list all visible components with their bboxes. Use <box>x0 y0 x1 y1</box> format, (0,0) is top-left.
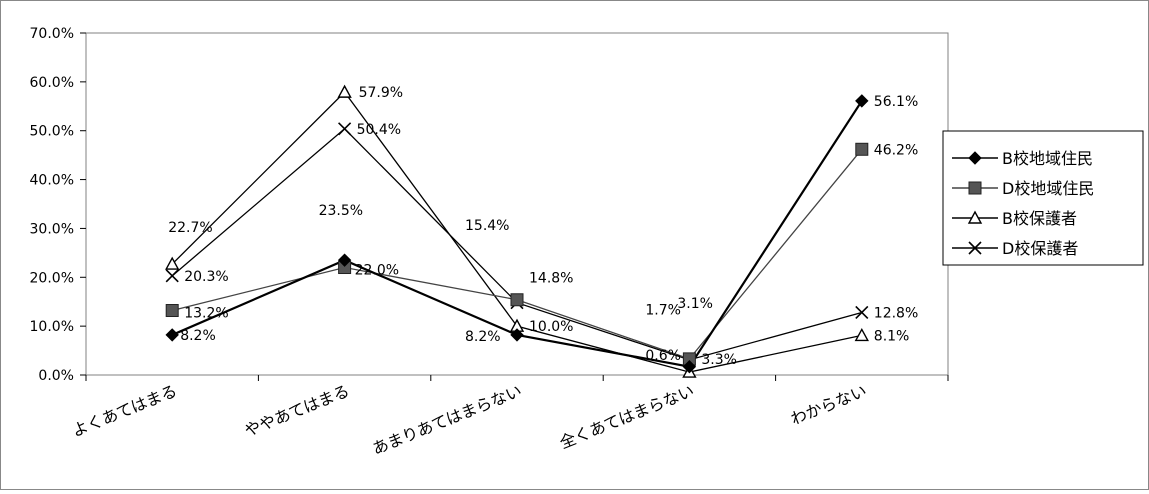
data-point <box>165 269 179 283</box>
data-label: 14.8% <box>529 271 573 287</box>
series-markers <box>165 84 869 378</box>
y-tick-label: 30.0% <box>30 221 74 237</box>
data-point <box>510 328 524 342</box>
data-label: 22.7% <box>168 220 212 236</box>
data-point <box>682 359 697 374</box>
legend-label: B校保護者 <box>1002 209 1077 228</box>
legend-marker <box>968 181 982 195</box>
data-point <box>855 94 869 108</box>
legend-marker <box>968 241 982 255</box>
data-label: 56.1% <box>874 94 918 110</box>
data-point <box>510 293 524 307</box>
y-tick-label: 60.0% <box>30 75 74 91</box>
data-labels: 8.2% 23.5% 8.2% 1.7% 56.1% 13.2% 22.0% 15.4% 3.3… <box>168 85 918 368</box>
data-label: 57.9% <box>359 85 403 101</box>
data-label: 8.2% <box>180 328 216 344</box>
data-point <box>855 305 869 320</box>
legend-label: B校地域住民 <box>1002 149 1093 168</box>
data-point <box>337 253 352 267</box>
data-point <box>165 328 179 342</box>
y-axis: 0.0% 10.0% 20.0% 30.0% 40.0% 50.0% 60.0% 70.0% <box>30 26 86 384</box>
data-label: 22.0% <box>355 263 399 279</box>
y-tick-label: 20.0% <box>30 270 74 286</box>
y-tick-label: 50.0% <box>30 124 74 140</box>
data-point <box>165 304 179 318</box>
data-label: 50.4% <box>357 122 401 138</box>
data-label: 46.2% <box>874 142 918 158</box>
y-tick-label: 70.0% <box>30 26 74 42</box>
data-label: 1.7% <box>645 303 681 319</box>
data-label: 8.2% <box>465 329 501 345</box>
data-point <box>165 256 180 270</box>
legend-label: D校地域住民 <box>1002 179 1094 198</box>
y-tick-label: 40.0% <box>30 173 74 189</box>
data-point <box>338 122 352 136</box>
data-label: 23.5% <box>319 203 363 219</box>
data-label: 0.6% <box>645 348 681 364</box>
y-tick-label: 10.0% <box>30 319 74 335</box>
data-label: 12.8% <box>874 305 918 321</box>
data-label: 13.2% <box>184 306 228 322</box>
legend-marker <box>967 210 983 224</box>
data-label: 3.3% <box>701 352 737 368</box>
data-label: 3.1% <box>677 296 713 312</box>
data-label: 10.0% <box>529 319 573 335</box>
data-point <box>854 327 869 342</box>
y-tick-label: 0.0% <box>38 368 74 384</box>
data-label: 15.4% <box>465 218 509 234</box>
legend-marker <box>968 151 982 165</box>
data-point <box>855 142 869 156</box>
data-label: 20.3% <box>184 269 228 285</box>
chart-legend: B校地域住民 D校地域住民 B校保護者 D校保護者 <box>942 130 1144 266</box>
legend-label: D校保護者 <box>1002 239 1078 258</box>
data-point <box>337 84 352 98</box>
plot-area <box>85 32 949 376</box>
data-label: 8.1% <box>874 328 910 344</box>
